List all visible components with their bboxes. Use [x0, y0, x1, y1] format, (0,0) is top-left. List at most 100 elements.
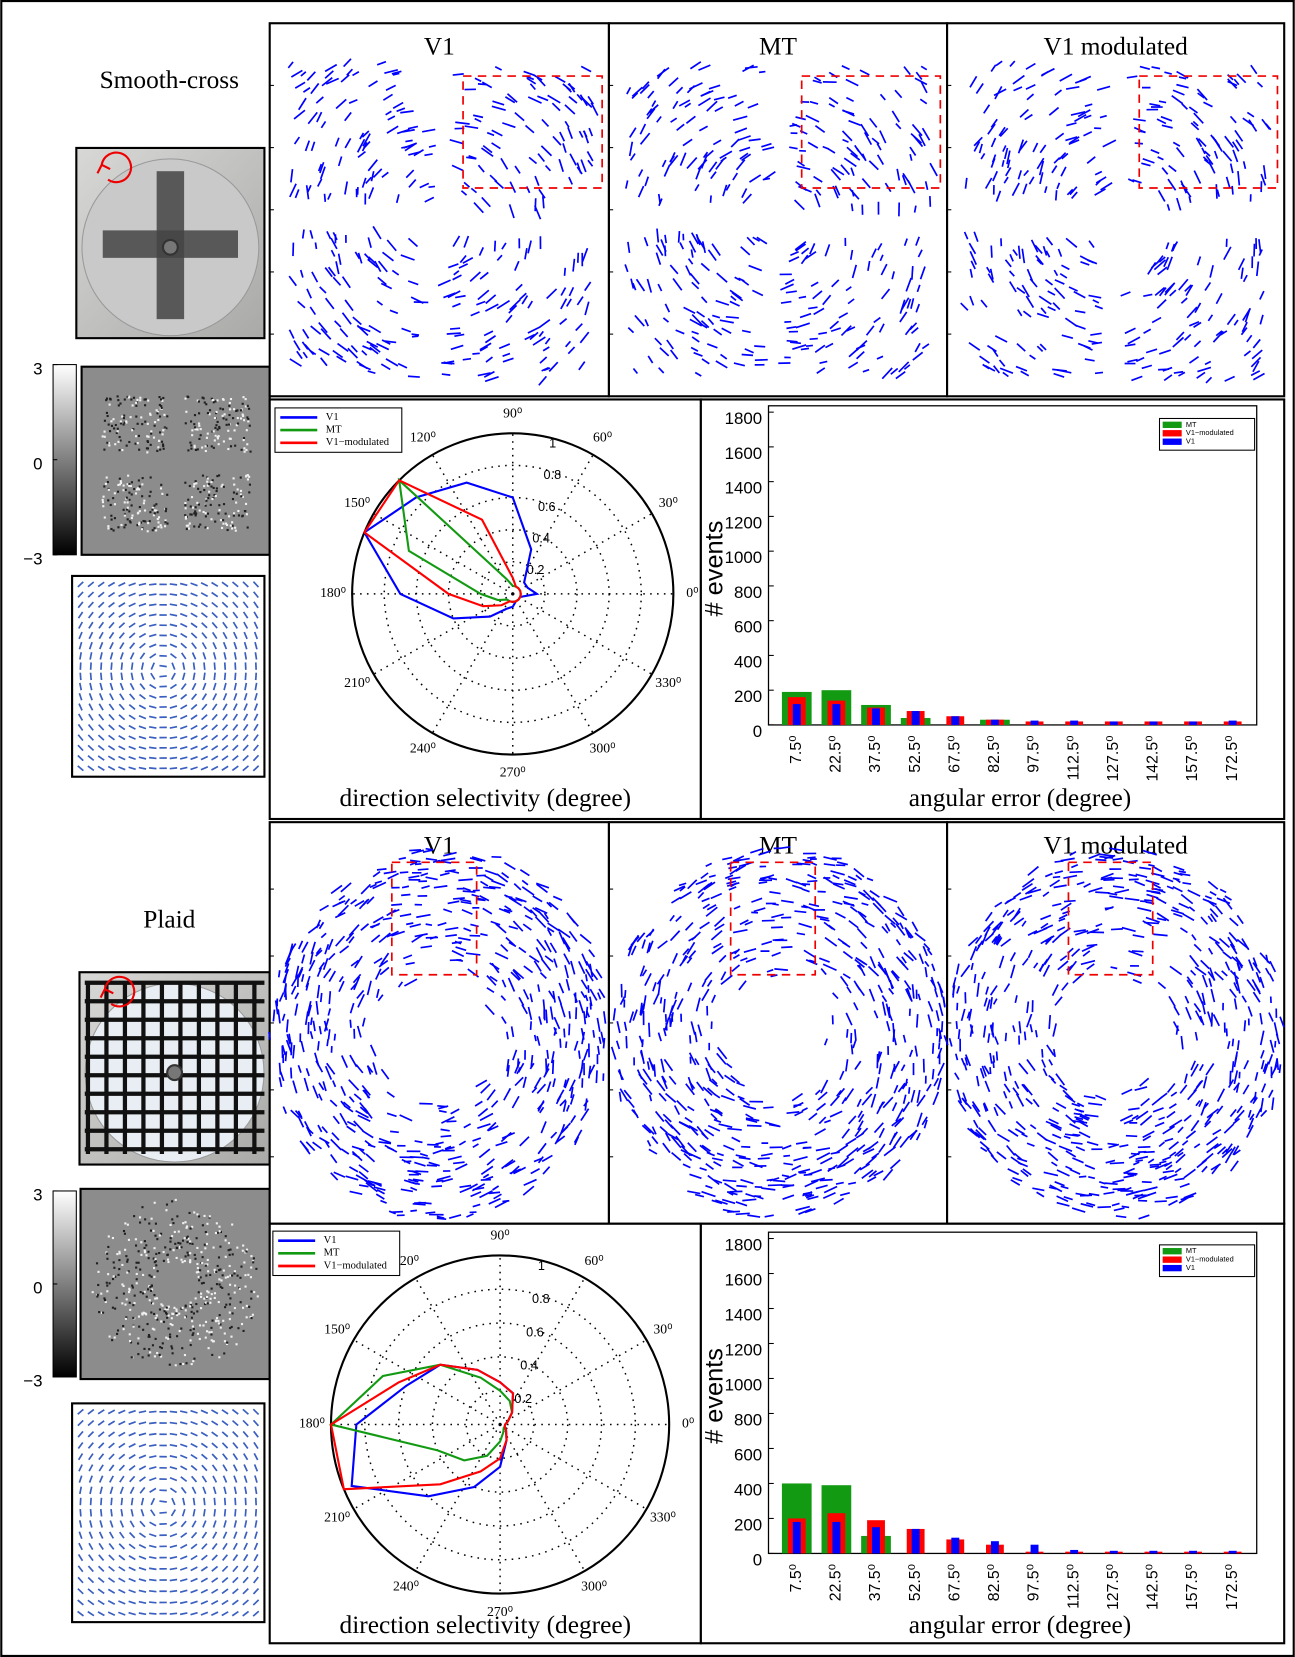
- event-dot: [100, 1293, 102, 1295]
- event-dot: [117, 441, 119, 443]
- flow-arrow: [463, 359, 471, 360]
- flow-dash: [101, 1509, 102, 1516]
- flow-dash: [170, 1579, 177, 1580]
- event-dot: [246, 443, 248, 445]
- event-dot: [184, 482, 186, 484]
- flow-dash: [170, 737, 177, 738]
- flow-arrow: [1279, 1064, 1280, 1073]
- event-dot: [165, 510, 167, 512]
- event-dot: [130, 398, 132, 400]
- event-dot: [223, 486, 225, 488]
- event-dot: [141, 423, 143, 425]
- flow-arrow: [1232, 1039, 1233, 1047]
- colorbar-tick-label: 3: [33, 359, 42, 378]
- event-dot: [210, 481, 212, 483]
- event-dot: [146, 1296, 148, 1298]
- event-dot: [136, 1282, 138, 1284]
- event-dot: [128, 396, 130, 398]
- event-dot: [142, 1274, 144, 1276]
- event-dot: [117, 430, 119, 432]
- event-dot: [135, 1267, 137, 1269]
- event-dot: [120, 440, 122, 442]
- event-dot: [187, 449, 189, 451]
- event-dot: [173, 1307, 175, 1309]
- event-dot: [205, 500, 207, 502]
- flow-dash: [149, 1423, 156, 1424]
- event-dot: [172, 1222, 174, 1224]
- event-dot: [246, 513, 248, 515]
- flow-arrow: [413, 1204, 426, 1205]
- theta-tick-label: 300⁰: [581, 1579, 608, 1594]
- flow-dash: [121, 662, 122, 669]
- flow-arrow: [1144, 900, 1153, 901]
- flow-arrow: [412, 336, 418, 337]
- event-dot: [148, 1257, 150, 1259]
- flow-dash: [121, 1509, 122, 1516]
- event-dot: [106, 1253, 108, 1255]
- event-dot: [171, 1200, 173, 1202]
- event-dot: [218, 504, 220, 506]
- event-dot: [136, 1273, 138, 1275]
- event-dot: [222, 523, 224, 525]
- panel-title: V1: [424, 831, 455, 859]
- event-dot: [190, 505, 192, 507]
- x-axis-label: angular error (degree): [909, 784, 1131, 812]
- event-dot: [124, 1222, 126, 1224]
- event-dot: [159, 404, 161, 406]
- event-dot: [150, 491, 152, 493]
- event-dot: [153, 1294, 155, 1296]
- flow-arrow: [1095, 372, 1103, 373]
- event-dot: [226, 424, 228, 426]
- flow-arrow: [1150, 1164, 1161, 1165]
- bar: [912, 711, 920, 725]
- event-dot: [175, 1364, 177, 1366]
- event-dot: [191, 1363, 193, 1365]
- event-dot: [152, 1230, 154, 1232]
- event-dot: [123, 1293, 125, 1295]
- event-dot: [143, 500, 145, 502]
- event-dot: [148, 1274, 150, 1276]
- flow-dash: [149, 584, 156, 585]
- event-dot: [125, 1255, 127, 1257]
- event-dot: [232, 1312, 234, 1314]
- event-dot: [171, 1235, 173, 1237]
- flow-arrow: [1232, 1061, 1233, 1072]
- event-dot: [141, 495, 143, 497]
- y-tick-label: 400: [734, 652, 762, 671]
- event-dot: [193, 525, 195, 527]
- flow-arrow: [553, 1060, 554, 1074]
- event-dot: [223, 417, 225, 419]
- flow-arrow: [547, 1050, 548, 1059]
- flow-arrow: [654, 1064, 655, 1076]
- flow-arrow: [410, 1157, 423, 1158]
- event-dot: [244, 451, 246, 453]
- flow-arrow: [625, 990, 626, 998]
- event-dot: [107, 527, 109, 529]
- event-dot: [222, 415, 224, 417]
- event-dot: [189, 1212, 191, 1214]
- event-dot: [137, 1342, 139, 1344]
- event-dot: [217, 421, 219, 423]
- event-dot: [169, 1336, 171, 1338]
- event-dot: [247, 478, 249, 480]
- flow-dash: [121, 673, 122, 680]
- event-dot: [196, 502, 198, 504]
- flow-arrow: [754, 346, 765, 347]
- event-dot: [137, 442, 139, 444]
- event-dot: [218, 1301, 220, 1303]
- event-dot: [257, 1295, 259, 1297]
- flow-arrow: [1110, 1163, 1124, 1164]
- event-dot: [105, 1301, 107, 1303]
- event-dot: [215, 424, 217, 426]
- flow-dash: [235, 673, 236, 680]
- event-dot: [133, 1302, 135, 1304]
- event-dot: [206, 1330, 208, 1332]
- event-dot: [232, 525, 234, 527]
- event-dot: [200, 1276, 202, 1278]
- bar: [951, 716, 959, 725]
- event-dot: [228, 1242, 230, 1244]
- r-tick-label: 0.4: [520, 1359, 538, 1373]
- flow-arrow: [472, 353, 479, 354]
- event-dot: [149, 1299, 151, 1301]
- event-dot: [144, 1240, 146, 1242]
